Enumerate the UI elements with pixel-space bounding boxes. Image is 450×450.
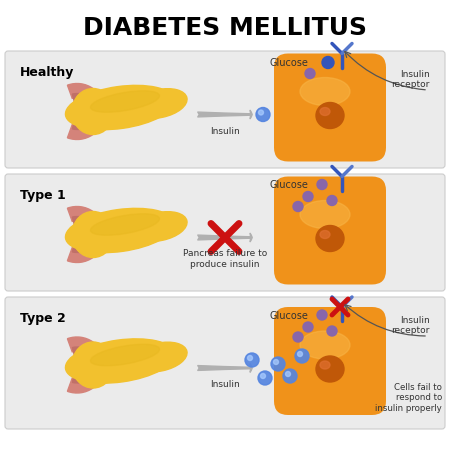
- Ellipse shape: [133, 342, 187, 372]
- Circle shape: [303, 322, 313, 332]
- Circle shape: [261, 374, 265, 378]
- Wedge shape: [68, 337, 105, 393]
- Wedge shape: [72, 347, 95, 383]
- Ellipse shape: [90, 344, 159, 366]
- Circle shape: [258, 110, 264, 115]
- Ellipse shape: [133, 89, 187, 118]
- Circle shape: [256, 108, 270, 122]
- Text: Insulin
receptor: Insulin receptor: [392, 70, 430, 90]
- Ellipse shape: [300, 77, 350, 105]
- Ellipse shape: [65, 208, 175, 252]
- Ellipse shape: [320, 361, 330, 369]
- Ellipse shape: [316, 225, 344, 252]
- Text: Insulin
receptor: Insulin receptor: [392, 316, 430, 335]
- Circle shape: [327, 195, 337, 206]
- Circle shape: [283, 369, 297, 383]
- FancyBboxPatch shape: [5, 174, 445, 291]
- Ellipse shape: [316, 356, 344, 382]
- Ellipse shape: [90, 214, 159, 235]
- FancyBboxPatch shape: [5, 51, 445, 168]
- Wedge shape: [72, 216, 95, 252]
- Text: Glucose: Glucose: [270, 311, 309, 321]
- Circle shape: [258, 371, 272, 385]
- FancyBboxPatch shape: [274, 54, 386, 162]
- Circle shape: [322, 57, 334, 68]
- Circle shape: [245, 353, 259, 367]
- Ellipse shape: [133, 212, 187, 241]
- Circle shape: [305, 68, 315, 78]
- Circle shape: [285, 372, 291, 377]
- Text: Healthy: Healthy: [20, 66, 74, 79]
- Text: Type 1: Type 1: [20, 189, 66, 202]
- Ellipse shape: [320, 108, 330, 116]
- Ellipse shape: [65, 339, 175, 383]
- Circle shape: [317, 310, 327, 320]
- Ellipse shape: [65, 86, 175, 130]
- Text: Cells fail to
respond to
insulin properly: Cells fail to respond to insulin properl…: [375, 383, 442, 413]
- Circle shape: [295, 349, 309, 363]
- Ellipse shape: [300, 201, 350, 229]
- Wedge shape: [68, 207, 105, 262]
- Text: Insulin: Insulin: [210, 126, 240, 135]
- Circle shape: [327, 326, 337, 336]
- Wedge shape: [68, 84, 105, 140]
- Circle shape: [303, 192, 313, 202]
- Ellipse shape: [72, 342, 114, 388]
- FancyBboxPatch shape: [5, 297, 445, 429]
- Ellipse shape: [316, 103, 344, 129]
- Circle shape: [297, 351, 302, 356]
- FancyBboxPatch shape: [274, 307, 386, 415]
- Ellipse shape: [72, 89, 114, 135]
- Circle shape: [317, 180, 327, 189]
- Circle shape: [271, 357, 285, 371]
- Circle shape: [274, 360, 279, 364]
- FancyBboxPatch shape: [274, 176, 386, 284]
- Wedge shape: [72, 94, 95, 130]
- Circle shape: [293, 202, 303, 211]
- Text: DIABETES MELLITUS: DIABETES MELLITUS: [83, 16, 367, 40]
- Text: Pancreas failure to
produce insulin: Pancreas failure to produce insulin: [183, 249, 267, 269]
- Circle shape: [248, 356, 252, 360]
- Circle shape: [293, 332, 303, 342]
- Ellipse shape: [300, 331, 350, 359]
- Text: Insulin: Insulin: [210, 380, 240, 389]
- Text: Glucose: Glucose: [270, 58, 309, 68]
- Text: Type 2: Type 2: [20, 312, 66, 325]
- Text: Glucose: Glucose: [270, 180, 309, 190]
- Ellipse shape: [320, 230, 330, 238]
- Ellipse shape: [90, 91, 159, 112]
- Ellipse shape: [72, 212, 114, 257]
